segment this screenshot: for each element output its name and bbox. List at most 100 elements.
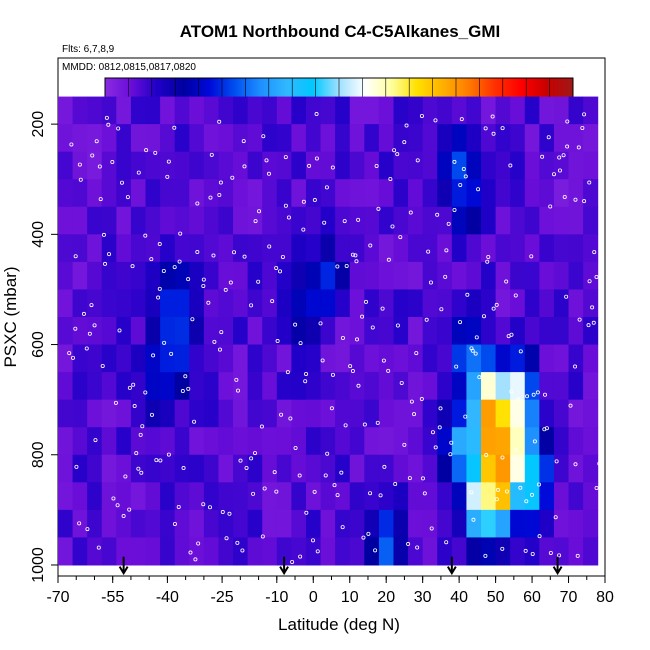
track-point [439, 307, 444, 312]
heatmap-cell [130, 289, 147, 318]
heatmap-cell [218, 537, 234, 566]
track-point [435, 212, 440, 217]
track-point [484, 453, 489, 458]
heatmap-cell [276, 399, 292, 428]
heatmap-cell [72, 261, 88, 290]
track-point [193, 557, 198, 562]
heatmap-cell [247, 399, 263, 428]
heatmap-cell [87, 289, 103, 318]
track-point [232, 250, 237, 255]
heatmap-cell [335, 372, 351, 401]
track-point [272, 470, 277, 475]
heatmap-cell [422, 124, 438, 153]
heatmap-cell [539, 179, 555, 208]
arrow-head [552, 566, 563, 576]
track-point [274, 489, 279, 494]
heatmap-cell [553, 289, 570, 318]
heatmap-cell [101, 454, 117, 483]
heatmap-cell [422, 344, 438, 373]
heatmap-cell [524, 179, 540, 208]
track-point [217, 347, 222, 352]
heatmap-cell [101, 261, 117, 290]
heatmap-cell [422, 509, 438, 538]
track-point [562, 194, 567, 199]
x-tick-label: 20 [377, 589, 395, 606]
heatmap-cell [568, 234, 584, 263]
heatmap-cell [72, 537, 88, 566]
heatmap-cell [364, 482, 380, 511]
heatmap-cell [349, 482, 365, 511]
heatmap-cell [130, 317, 147, 346]
heatmap-cell [189, 454, 205, 483]
heatmap-cell [320, 96, 336, 125]
heatmap-cell [145, 482, 161, 511]
track-point [491, 131, 496, 136]
heatmap-cell [437, 317, 453, 346]
heatmap-cell [174, 537, 190, 566]
track-point [323, 473, 328, 478]
track-point [529, 254, 534, 259]
heatmap-cell [349, 317, 365, 346]
track-point [373, 548, 378, 553]
heatmap-cell [335, 427, 351, 456]
heatmap-cell [247, 96, 263, 125]
heatmap-cell [553, 317, 570, 346]
heatmap-cell [349, 124, 365, 153]
heatmap-cell [101, 482, 117, 511]
heatmap-cell [495, 151, 511, 180]
heatmap-cell [568, 482, 584, 511]
track-point [217, 119, 222, 124]
track-point [318, 321, 323, 326]
heatmap-cell [247, 427, 263, 456]
track-point [353, 253, 358, 258]
heatmap-cell [539, 317, 555, 346]
heatmap-cell [276, 289, 292, 318]
track-point [69, 142, 74, 147]
heatmap-cell [130, 509, 147, 538]
y-tick-label: 600 [30, 331, 47, 358]
heatmap-cell [116, 399, 132, 428]
heatmap-cell [189, 427, 205, 456]
heatmap-cell [116, 206, 132, 235]
track-point [530, 551, 535, 556]
heatmap-cell [349, 399, 365, 428]
heatmap-cell [364, 372, 380, 401]
heatmap-cell [378, 399, 394, 428]
heatmap-cell [218, 509, 234, 538]
heatmap-cell [305, 372, 322, 401]
heatmap-cell [233, 124, 249, 153]
heatmap-cell [466, 317, 482, 346]
heatmap-cell [247, 344, 263, 373]
heatmap-cell [218, 96, 234, 125]
heatmap-cell [437, 537, 453, 566]
track-point [540, 154, 545, 159]
heatmap-cell [291, 124, 307, 153]
heatmap-cell [524, 399, 540, 428]
heatmap-cell [393, 234, 409, 263]
heatmap-cell [481, 206, 497, 235]
heatmap-cell [116, 344, 132, 373]
heatmap-cell [276, 206, 292, 235]
heatmap-cell [218, 399, 234, 428]
heatmap-cell [233, 427, 249, 456]
heatmap-cell [130, 482, 147, 511]
heatmap-cell [335, 482, 351, 511]
heatmap-cell [305, 427, 322, 456]
heatmap-cell [320, 372, 336, 401]
heatmap-cell [378, 344, 394, 373]
track-point [172, 125, 177, 130]
heatmap-cell [58, 179, 74, 208]
heatmap-cell [305, 482, 322, 511]
heatmap-cell [349, 206, 365, 235]
heatmap-cell [291, 482, 307, 511]
heatmap-cell [422, 482, 438, 511]
heatmap-cell [568, 509, 584, 538]
track-point [115, 503, 120, 508]
heatmap-cell [524, 234, 540, 263]
track-point [378, 493, 383, 498]
heatmap-cell [510, 179, 526, 208]
heatmap-cell [451, 537, 467, 566]
track-point [524, 499, 529, 504]
heatmap-cell [495, 124, 511, 153]
heatmap-cell [87, 261, 103, 290]
